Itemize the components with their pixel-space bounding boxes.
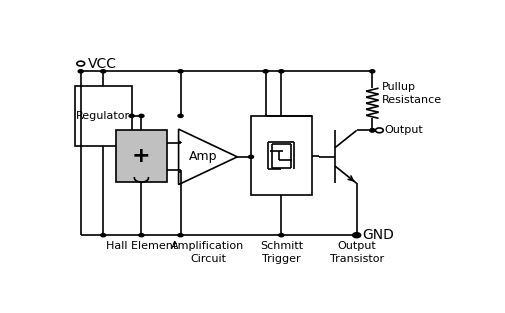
Circle shape	[248, 155, 254, 158]
Circle shape	[178, 70, 183, 73]
Circle shape	[139, 114, 144, 117]
Text: Pullup
Resistance: Pullup Resistance	[382, 82, 442, 105]
Text: Output
Transistor: Output Transistor	[330, 241, 384, 264]
Circle shape	[78, 70, 83, 73]
Circle shape	[263, 70, 268, 73]
Circle shape	[370, 70, 375, 73]
Circle shape	[279, 233, 284, 237]
Text: +: +	[132, 146, 150, 166]
Text: VCC: VCC	[88, 57, 117, 71]
Text: Amplification
Circuit: Amplification Circuit	[171, 241, 244, 264]
Text: GND: GND	[363, 228, 394, 242]
Bar	[116, 130, 167, 182]
Bar	[251, 116, 312, 195]
Text: Amp: Amp	[189, 150, 218, 163]
Circle shape	[129, 114, 134, 117]
Bar	[75, 86, 132, 146]
Circle shape	[354, 233, 359, 237]
Text: Regulator: Regulator	[76, 111, 130, 121]
Circle shape	[178, 114, 183, 117]
Circle shape	[279, 70, 284, 73]
Circle shape	[139, 233, 144, 237]
Circle shape	[375, 128, 383, 133]
Text: Output: Output	[385, 125, 424, 135]
Text: Hall Element: Hall Element	[106, 241, 177, 251]
Text: Schmitt
Trigger: Schmitt Trigger	[260, 241, 303, 264]
Polygon shape	[179, 129, 237, 185]
Circle shape	[352, 233, 361, 238]
Circle shape	[178, 233, 183, 237]
Circle shape	[370, 129, 375, 132]
Circle shape	[370, 129, 375, 132]
Circle shape	[100, 233, 106, 237]
Circle shape	[100, 70, 106, 73]
Circle shape	[77, 61, 85, 66]
